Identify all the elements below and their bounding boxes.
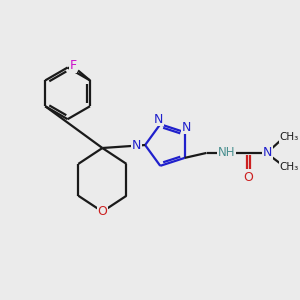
Text: N: N xyxy=(154,113,163,126)
Text: N: N xyxy=(132,139,141,152)
Text: O: O xyxy=(98,205,107,218)
Text: F: F xyxy=(70,59,76,72)
Text: CH₃: CH₃ xyxy=(279,132,299,142)
Text: N: N xyxy=(182,121,191,134)
Text: N: N xyxy=(262,146,272,159)
Text: CH₃: CH₃ xyxy=(279,162,299,172)
Text: O: O xyxy=(243,171,253,184)
Text: NH: NH xyxy=(218,146,235,159)
